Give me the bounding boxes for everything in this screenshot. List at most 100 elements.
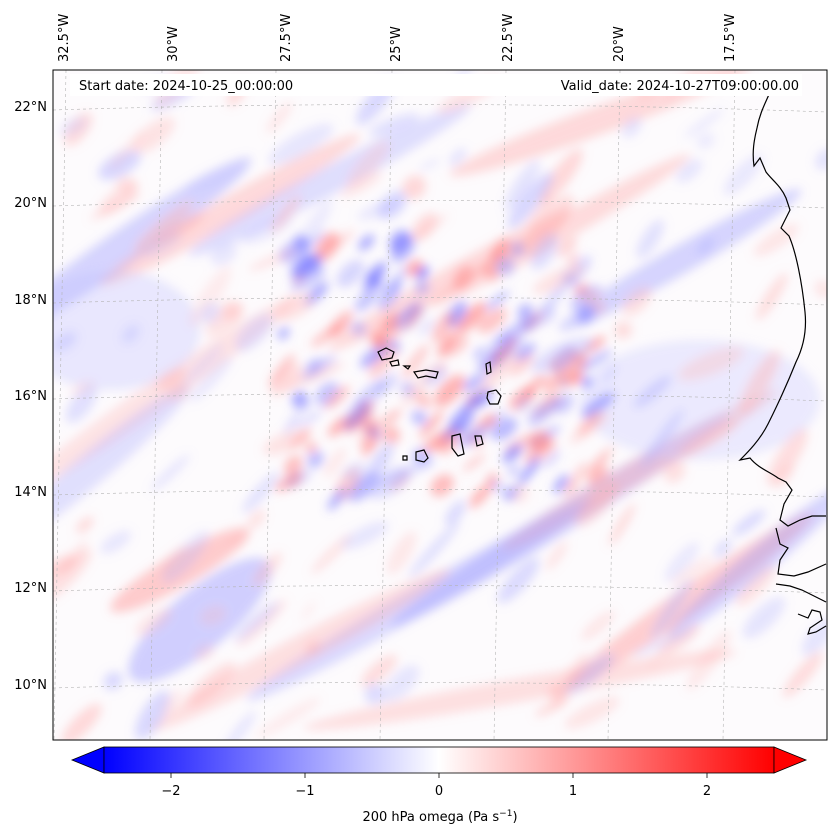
omega-blob (162, 531, 210, 583)
omega-blob (581, 376, 593, 389)
omega-blob (553, 393, 574, 414)
lon-tick-label: 17.5°W (723, 14, 738, 62)
lon-tick-label: 32.5°W (57, 14, 72, 62)
omega-blob (382, 426, 401, 444)
parallel-line (53, 297, 827, 306)
lat-tick-label: 14°N (14, 485, 47, 500)
omega-blob (59, 117, 87, 136)
omega-blob (389, 340, 401, 352)
omega-blob (210, 243, 238, 265)
omega-blob (684, 108, 725, 138)
omega-blob (457, 425, 489, 447)
omega-blob (677, 418, 740, 457)
coastlines (377, 91, 827, 635)
omega-blob (205, 301, 244, 338)
colorbar-tick-label: 1 (569, 784, 577, 799)
omega-blob (575, 481, 619, 526)
parallel-line (53, 393, 827, 402)
omega-blob (277, 327, 290, 340)
omega-blob (368, 466, 411, 499)
omega-blob (783, 651, 823, 698)
omega-blob (671, 556, 715, 586)
island-sal (485, 361, 492, 375)
omega-blob (577, 305, 596, 325)
omega-blob (53, 296, 298, 504)
omega-blob (581, 392, 616, 418)
omega-blob (233, 601, 279, 642)
omega-blob (614, 321, 633, 339)
omega-blob (578, 349, 613, 372)
omega-blob (562, 480, 579, 496)
omega-blob (686, 630, 732, 691)
omega-blob (814, 279, 827, 298)
omega-blob (284, 469, 313, 488)
omega-blob (449, 147, 467, 167)
colorbar-gradient (103, 746, 775, 774)
omega-blob (402, 344, 429, 379)
colorbar-min-extend (70, 746, 105, 774)
omega-blob (516, 394, 531, 413)
omega-blob (533, 304, 556, 326)
omega-blob (368, 113, 420, 137)
longitude-ticks: 32.5°W 30°W 27.5°W 25°W 22.5°W 20°W 17.5… (57, 14, 738, 62)
omega-blob (551, 653, 589, 709)
lon-tick-label: 25°W (389, 26, 404, 62)
omega-blob (387, 265, 408, 297)
omega-blob (608, 503, 636, 546)
omega-blob (415, 267, 429, 280)
omega-blob (507, 172, 554, 229)
omega-blob (462, 373, 485, 392)
omega-blob (135, 608, 173, 637)
lat-tick-label: 10°N (14, 678, 47, 693)
lon-tick-label: 20°W (612, 26, 627, 62)
omega-blob (252, 552, 283, 586)
omega-blob (641, 408, 684, 468)
parallel-line (53, 682, 827, 691)
colorbar-tick-label: 2 (703, 784, 711, 799)
omega-blob (636, 219, 664, 259)
omega-blob (268, 123, 334, 165)
omega-blob (584, 445, 615, 478)
omega-blob (507, 466, 520, 476)
omega-blob (632, 629, 694, 657)
omega-blob (242, 471, 279, 513)
omega-blob (676, 159, 703, 183)
omega-blob (361, 654, 398, 687)
omega-blob (678, 346, 744, 381)
omega-blob (100, 530, 132, 554)
omega-blob (510, 241, 526, 257)
omega-blob (486, 472, 499, 485)
island-fogo (415, 449, 429, 463)
omega-blob (247, 509, 266, 529)
omega-blob (431, 311, 456, 343)
omega-blob (756, 273, 788, 321)
lat-tick-label: 16°N (14, 389, 47, 404)
omega-blob (310, 534, 352, 575)
omega-blob (61, 703, 102, 740)
omega-blob (53, 549, 92, 602)
lon-tick-label: 30°W (166, 26, 181, 62)
omega-blob (400, 364, 438, 408)
omega-blob (328, 229, 355, 251)
omega-blob (714, 539, 732, 558)
island-santa-luzia (402, 365, 412, 370)
omega-blob (358, 234, 375, 251)
omega-blob (529, 430, 550, 452)
omega-blob (186, 662, 236, 708)
colorbar-tick-label: −1 (295, 784, 314, 799)
omega-blob (495, 256, 515, 276)
omega-blob (328, 310, 353, 338)
omega-blob (246, 499, 594, 701)
omega-blob (121, 324, 140, 344)
omega-blob (453, 265, 473, 290)
omega-blob (295, 410, 323, 429)
island-sao-vicente (389, 359, 400, 367)
omega-blob (354, 290, 377, 312)
omega-blob (283, 410, 301, 436)
omega-blob (366, 273, 376, 284)
omega-blob (437, 331, 458, 358)
omega-blob (564, 696, 620, 729)
omega-blob (469, 481, 493, 509)
omega-blob (489, 238, 510, 263)
omega-blob (490, 417, 518, 441)
